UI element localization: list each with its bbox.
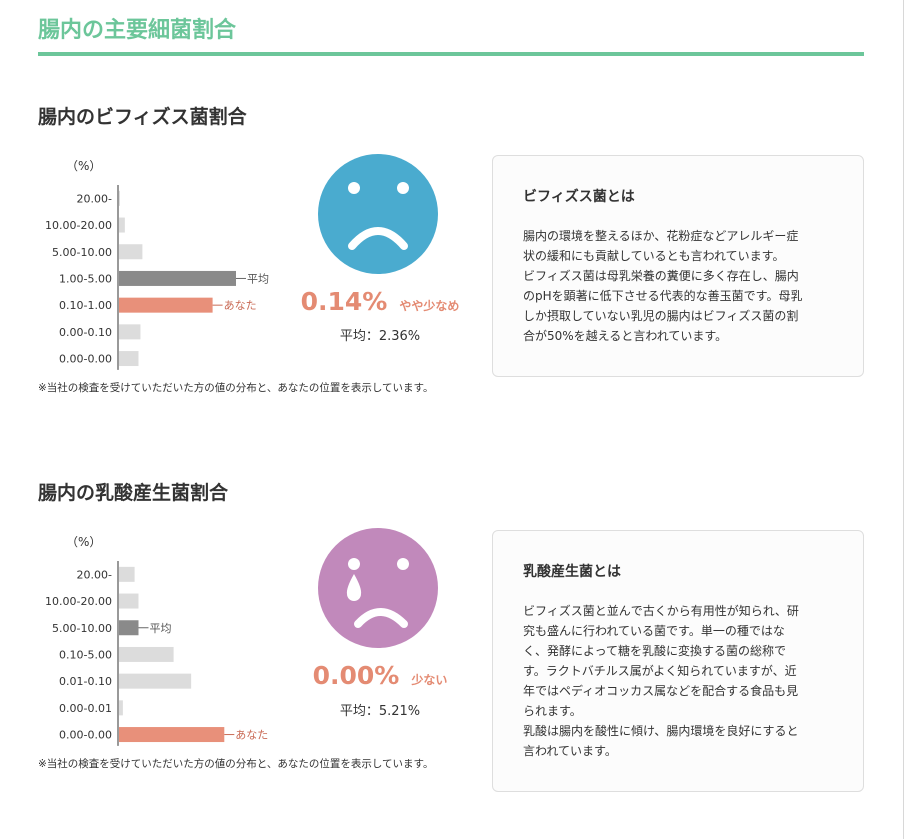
crying-face-icon: [318, 528, 438, 648]
info-body: 腸内の環境を整えるほか、花粉症などアレルギー症 状の緩和にも貢献しているとも言わ…: [523, 229, 803, 343]
title-rule: [38, 52, 864, 56]
category-label: 0.00-0.00: [59, 729, 112, 742]
bar: [119, 324, 141, 340]
lactic-acid-bacteria-section: 腸内の乳酸産生菌割合 （%） 20.00- 10.00-20.00 5.00-10.0…: [0, 478, 906, 818]
result-value: 0.14%: [300, 287, 388, 316]
category-label: 5.00-10.00: [52, 622, 112, 635]
marker-label: 平均: [150, 622, 172, 635]
bifidobacteria-section: 腸内のビフィズス菌割合 （%） 20.00- 10.00-20.00 5.00-10.…: [0, 102, 906, 442]
category-label: 0.00-0.10: [59, 326, 112, 339]
bar: [119, 217, 125, 233]
bar: [119, 620, 139, 636]
face-right-eye: [397, 558, 409, 570]
unit-label: （%）: [66, 159, 101, 173]
section-title: 腸内の乳酸産生菌割合: [38, 482, 229, 504]
bar-chart-svg: （%） 20.00- 10.00-20.00 5.00-10.00 1.00-5.00 平…: [45, 159, 269, 370]
average-value: 平均：2.36%: [339, 329, 421, 344]
bar: [119, 244, 143, 260]
face-mouth: [354, 608, 408, 628]
bar: [119, 351, 139, 367]
bar: [119, 646, 174, 662]
page-border: [903, 0, 904, 839]
category-label: 1.00-5.00: [59, 272, 112, 285]
face-left-eye: [348, 182, 360, 194]
face-left-eye: [348, 558, 360, 570]
result-level: やや少なめ: [399, 299, 460, 313]
tear-drop: [346, 574, 362, 601]
category-label: 0.10-5.00: [59, 648, 112, 661]
category-label: 0.00-0.01: [59, 702, 112, 715]
distribution-chart: （%） 20.00- 10.00-20.00 5.00-10.00 1.00-5.00 平…: [38, 142, 298, 372]
page-title: 腸内の主要細菌割合: [38, 18, 237, 43]
category-label: 5.00-10.00: [52, 246, 112, 259]
info-card: ビフィズス菌とは 腸内の環境を整えるほか、花粉症などアレルギー症 状の緩和にも貢…: [492, 155, 864, 377]
bar-chart-svg: （%） 20.00- 10.00-20.00 5.00-10.00 平均 0.10-5.0…: [45, 535, 268, 746]
chart-note: ※当社の検査を受けていただいた方の値の分布と、あなたの位置を表示しています。: [38, 382, 434, 394]
category-label: 10.00-20.00: [45, 595, 112, 608]
result-value: 0.00%: [312, 661, 400, 690]
info-title: ビフィズス菌とは: [523, 189, 635, 205]
category-label: 20.00-: [77, 568, 112, 581]
face-circle: [318, 154, 438, 274]
bar: [119, 700, 123, 716]
bar: [119, 270, 236, 286]
marker-label: あなた: [224, 299, 257, 312]
result-level: 少ない: [411, 673, 448, 687]
result-row: 0.00% 少ない: [270, 661, 490, 690]
info-card: 乳酸産生菌とは ビフィズス菌と並んで古くから有用性が知られ、研 究も盛んに行われ…: [492, 530, 864, 792]
average-value: 平均：5.21%: [339, 704, 421, 719]
marker-label: あなた: [235, 729, 268, 742]
bar: [119, 190, 120, 206]
bar: [119, 297, 213, 313]
result-row: 0.14% やや少なめ: [270, 287, 490, 316]
category-label: 0.10-1.00: [59, 299, 112, 312]
bar: [119, 727, 225, 743]
face-circle: [318, 528, 438, 648]
distribution-chart: （%） 20.00- 10.00-20.00 5.00-10.00 平均 0.10-5.0…: [38, 518, 298, 748]
marker-label: 平均: [247, 272, 269, 285]
face-mouth: [348, 227, 408, 250]
face-right-eye: [397, 182, 409, 194]
category-label: 10.00-20.00: [45, 219, 112, 232]
section-title: 腸内のビフィズス菌割合: [38, 106, 247, 128]
chart-note: ※当社の検査を受けていただいた方の値の分布と、あなたの位置を表示しています。: [38, 758, 434, 770]
info-body: ビフィズス菌と並んで古くから有用性が知られ、研 究も盛んに行われている菌です。単…: [523, 604, 799, 758]
bar: [119, 673, 192, 689]
category-label: 0.00-0.00: [59, 353, 112, 366]
info-title: 乳酸産生菌とは: [523, 564, 621, 580]
unit-label: （%）: [66, 535, 101, 549]
sad-face-icon: [318, 154, 438, 274]
category-label: 0.01-0.10: [59, 675, 112, 688]
bar: [119, 566, 135, 582]
category-label: 20.00-: [77, 192, 112, 205]
bar: [119, 593, 139, 609]
